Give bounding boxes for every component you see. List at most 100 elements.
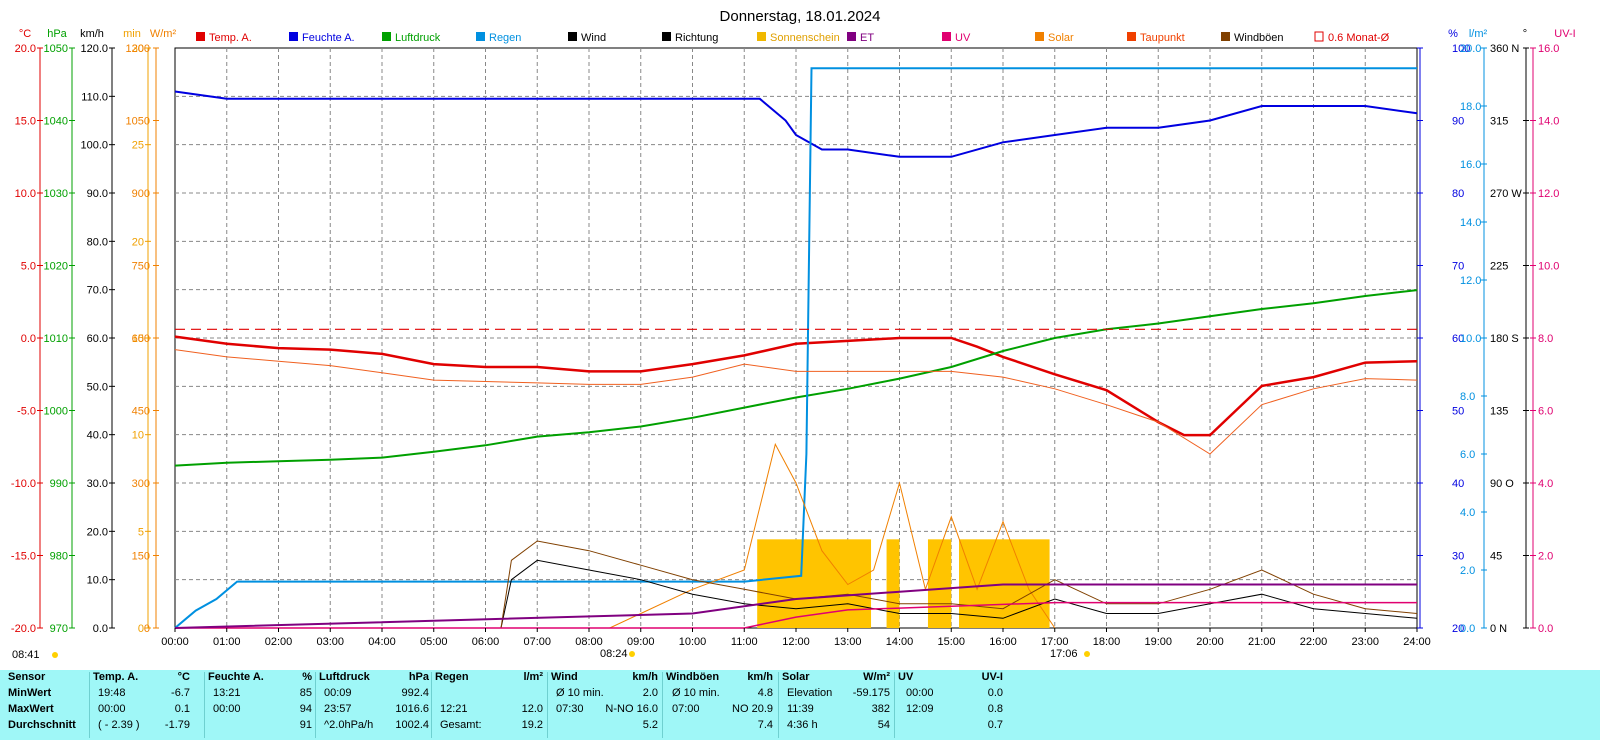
- stats-time-press: 00:09: [324, 687, 352, 699]
- dir-unit-label: °: [1523, 28, 1527, 40]
- series-regen: [174, 67, 1417, 629]
- x-tick-label: 07:00: [523, 636, 551, 648]
- stats-head-rain: Regen: [435, 671, 469, 683]
- chart-legend: Temp. A. Feuchte A. Luftdruck Regen Wind Rich…: [196, 31, 1390, 44]
- hum-unit-label: %: [1448, 28, 1458, 40]
- stats-val-hum: 91: [299, 719, 312, 731]
- legend-label: Feuchte A.: [302, 32, 355, 44]
- hum-tick-label: 70: [1452, 261, 1464, 273]
- press-tick-label: 970: [50, 623, 68, 635]
- stats-time-temp: 19:48: [98, 687, 126, 699]
- rain-unit-label: l/m²: [1469, 28, 1488, 40]
- legend-swatch: [196, 32, 205, 41]
- stats-time-solar: Elevation: [787, 687, 833, 699]
- temp-tick-label: -20.0: [11, 623, 36, 635]
- uv-tick-label: 0.0: [1538, 623, 1553, 635]
- uv-tick-label: 4.0: [1538, 478, 1553, 490]
- press-tick-label: 990: [50, 478, 68, 490]
- weather-chart: 00:00 01:00 02:00 03:00 04:00 05:00 06:00 07:00…: [11, 8, 1576, 661]
- legend-swatch: [847, 32, 856, 41]
- series-feuchte-a-: [174, 90, 1418, 158]
- sunshine-bar: [927, 539, 952, 628]
- stats-time-hum: 00:00: [213, 703, 241, 715]
- legend-label: 0.6 Monat-Ø: [1328, 32, 1390, 44]
- stats-row-label: Durchschnitt: [8, 719, 76, 731]
- uv-tick-label: 6.0: [1538, 406, 1553, 418]
- wind-tick-label: 0.0: [93, 623, 108, 635]
- dir-tick-label: 225: [1490, 261, 1508, 273]
- x-tick-label: 23:00: [1351, 636, 1379, 648]
- stats-val-wind: N-NO 16.0: [605, 703, 658, 715]
- wind-tick-label: 110.0: [81, 91, 108, 103]
- stats-val-solar: 382: [871, 703, 890, 715]
- x-tick-label: 19:00: [1144, 636, 1172, 648]
- x-tick-label: 04:00: [368, 636, 396, 648]
- x-tick-label: 03:00: [316, 636, 344, 648]
- stats-time-press: 23:57: [324, 703, 352, 715]
- hum-tick-label: 60: [1452, 333, 1464, 345]
- temp-unit-label: °C: [19, 28, 31, 40]
- press-tick-label: 1050: [44, 43, 68, 55]
- sun-icon: [52, 652, 58, 658]
- stats-unit-solar: W/m²: [863, 671, 890, 683]
- legend-swatch: [942, 32, 951, 41]
- dir-tick-label: 90 O: [1490, 478, 1514, 490]
- legend-label: Luftdruck: [395, 32, 441, 44]
- temp-tick-label: -5.0: [17, 406, 36, 418]
- x-tick-label: 18:00: [1093, 636, 1121, 648]
- stats-row-label: MinWert: [8, 687, 52, 699]
- x-tick-label: 14:00: [886, 636, 914, 648]
- stats-time-temp: 00:00: [98, 703, 126, 715]
- stats-head-hum: Feuchte A.: [208, 671, 264, 683]
- rain-tick-label: 20.0: [1460, 43, 1481, 55]
- uv-unit-label: UV-I: [1554, 28, 1575, 40]
- sunshine-bar: [886, 539, 900, 628]
- x-tick-label: 17:00: [1041, 636, 1069, 648]
- wind-tick-label: 80.0: [87, 236, 108, 248]
- stats-val-press: 992.4: [401, 687, 429, 699]
- uv-tick-label: 10.0: [1538, 261, 1559, 273]
- stats-head-uv: UV: [898, 671, 914, 683]
- stats-val-gust: 4.8: [757, 687, 773, 699]
- legend-label: Richtung: [675, 32, 718, 44]
- x-tick-label: 24:00: [1403, 636, 1431, 648]
- solar-tick-label: 1050: [126, 116, 150, 128]
- x-tick-label: 06:00: [472, 636, 500, 648]
- stats-time-temp: ( - 2.39 ): [98, 719, 140, 731]
- stats-sep: [89, 672, 90, 738]
- x-tick-label: 21:00: [1248, 636, 1276, 648]
- x-tick-label: 22:00: [1300, 636, 1328, 648]
- stats-sep: [315, 672, 316, 738]
- stats-row-label: MaxWert: [8, 703, 54, 715]
- legend-swatch: [1035, 32, 1044, 41]
- stats-val-wind: 5.2: [642, 719, 658, 731]
- min-tick-label: 10: [132, 430, 144, 442]
- wind-tick-label: 30.0: [87, 478, 108, 490]
- x-tick-label: 12:00: [782, 636, 810, 648]
- stats-head-temp: Temp. A.: [93, 671, 139, 683]
- uv-tick-label: 8.0: [1538, 333, 1553, 345]
- stats-val-gust: NO 20.9: [732, 703, 773, 715]
- stats-unit-temp: °C: [177, 671, 190, 683]
- stats-val-press: 1002.4: [395, 719, 429, 731]
- stats-unit-uv: UV-I: [981, 671, 1003, 683]
- stats-val-wind: 2.0: [642, 687, 658, 699]
- stats-val-uv: 0.8: [987, 703, 1003, 715]
- stats-head-wind: Wind: [551, 671, 578, 683]
- press-tick-label: 1020: [44, 261, 68, 273]
- solar-tick-label: 900: [132, 188, 150, 200]
- x-tick-label: 11:00: [731, 636, 758, 648]
- stats-head-press: Luftdruck: [319, 671, 370, 683]
- legend-swatch: [289, 32, 298, 41]
- stats-time-rain: Gesamt:: [440, 719, 482, 731]
- hum-tick-label: 100: [1452, 43, 1470, 55]
- min-tick-label: 20: [132, 236, 144, 248]
- series-solar: [609, 442, 1056, 629]
- stats-val-rain: 12.0: [521, 703, 543, 715]
- uv-tick-label: 12.0: [1538, 188, 1559, 200]
- min-tick-label: 30: [132, 43, 144, 55]
- min-tick-label: 25: [132, 140, 144, 152]
- series-uv: [175, 601, 1417, 629]
- rain-tick-label: 8.0: [1460, 391, 1475, 403]
- chart-grid: [174, 47, 1418, 629]
